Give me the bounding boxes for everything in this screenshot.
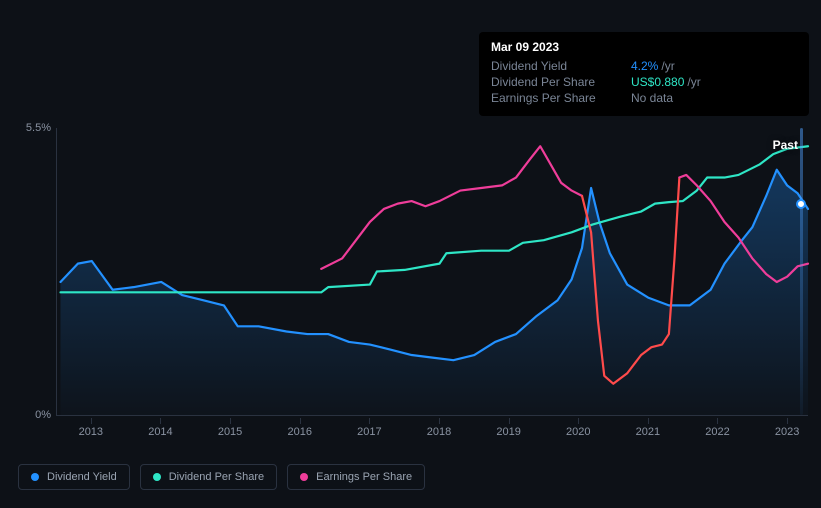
y-axis-tick-label: 5.5% [26,122,51,134]
legend-dot [153,473,161,481]
tooltip-row: Dividend Per Share US$0.880 /yr [491,74,797,90]
tooltip-row: Earnings Per Share No data [491,90,797,106]
x-axis-tick-label: 2022 [705,426,729,438]
x-axis-tick-label: 2017 [357,426,381,438]
tooltip-row-label: Dividend Per Share [491,75,631,89]
legend-dot [300,473,308,481]
legend-label: Dividend Per Share [169,471,264,483]
y-axis-tick-label: 0% [35,409,51,421]
x-axis: 2013 2014 2015 2016 2017 2018 2019 2020 2021 2022… [56,418,808,438]
tooltip-row-label: Earnings Per Share [491,91,631,105]
legend-label: Dividend Yield [47,471,117,483]
tooltip-date: Mar 09 2023 [491,40,797,54]
tooltip-row-value: US$0.880 [631,75,684,89]
tooltip-row-value: No data [631,91,673,105]
legend-label: Earnings Per Share [316,471,412,483]
x-axis-tick-label: 2015 [218,426,242,438]
tooltip-row-unit: /yr [661,59,674,73]
tooltip-row-label: Dividend Yield [491,59,631,73]
x-axis-tick-label: 2016 [287,426,311,438]
x-axis-tick-label: 2021 [636,426,660,438]
x-axis-tick-label: 2018 [427,426,451,438]
chart-plot-area[interactable]: 5.5% 0% Past [56,128,808,416]
x-axis-tick-label: 2013 [79,426,103,438]
legend-item-dividend-per-share[interactable]: Dividend Per Share [140,464,277,490]
chart-tooltip: Mar 09 2023 Dividend Yield 4.2% /yr Divi… [479,32,809,116]
x-axis-tick-label: 2023 [775,426,799,438]
x-axis-tick-label: 2014 [148,426,172,438]
scrub-handle[interactable] [796,199,806,209]
dividend-chart: Mar 09 2023 Dividend Yield 4.2% /yr Divi… [0,0,821,508]
past-badge: Past [773,138,798,152]
scrub-line[interactable] [800,128,803,415]
tooltip-row-value: 4.2% [631,59,658,73]
legend-dot [31,473,39,481]
tooltip-row: Dividend Yield 4.2% /yr [491,58,797,74]
legend-item-earnings-per-share[interactable]: Earnings Per Share [287,464,425,490]
x-axis-tick-label: 2020 [566,426,590,438]
chart-legend: Dividend Yield Dividend Per Share Earnin… [18,464,425,490]
x-axis-tick-label: 2019 [496,426,520,438]
legend-item-dividend-yield[interactable]: Dividend Yield [18,464,130,490]
tooltip-row-unit: /yr [687,75,700,89]
